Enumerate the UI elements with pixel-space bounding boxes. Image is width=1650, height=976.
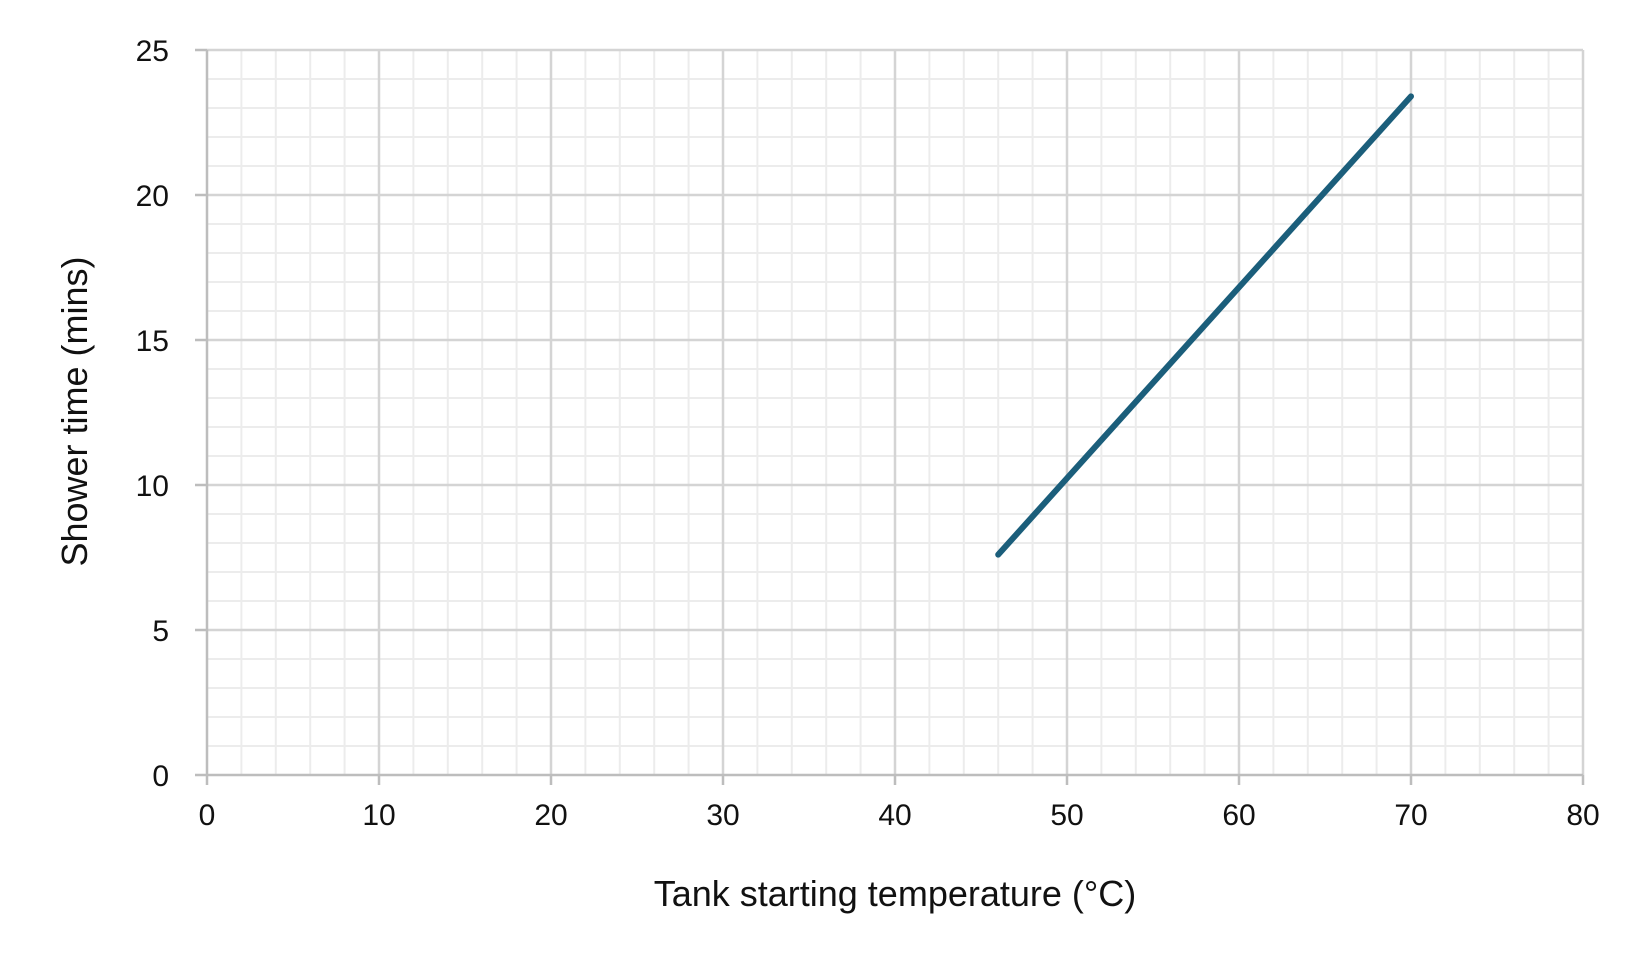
major-grid xyxy=(207,48,1585,775)
x-tick-label: 0 xyxy=(199,799,216,832)
x-tick-label: 60 xyxy=(1222,799,1255,832)
x-tick-label: 10 xyxy=(362,799,395,832)
y-tick-label: 15 xyxy=(136,325,169,358)
x-tick-label: 20 xyxy=(534,799,567,832)
y-tick-label: 25 xyxy=(136,35,169,68)
y-tick-label: 20 xyxy=(136,180,169,213)
x-tick-label: 40 xyxy=(878,799,911,832)
x-tick-label: 50 xyxy=(1050,799,1083,832)
y-tick-label: 0 xyxy=(152,760,169,793)
series-line-0 xyxy=(995,93,1414,558)
x-tick-labels: 0 10 20 30 40 50 60 70 80 xyxy=(199,799,1600,832)
x-tick-label: 30 xyxy=(706,799,739,832)
y-tick-labels: 0 5 10 15 20 25 xyxy=(136,35,169,793)
x-axis-title: Tank starting temperature (°C) xyxy=(654,873,1137,914)
y-tick-label: 10 xyxy=(136,470,169,503)
y-tick-label: 5 xyxy=(152,615,169,648)
x-tick-label: 70 xyxy=(1394,799,1427,832)
series-layer xyxy=(995,93,1414,558)
y-axis-title: Shower time (mins) xyxy=(54,256,95,566)
x-tick-label: 80 xyxy=(1566,799,1599,832)
axes xyxy=(195,48,1585,785)
